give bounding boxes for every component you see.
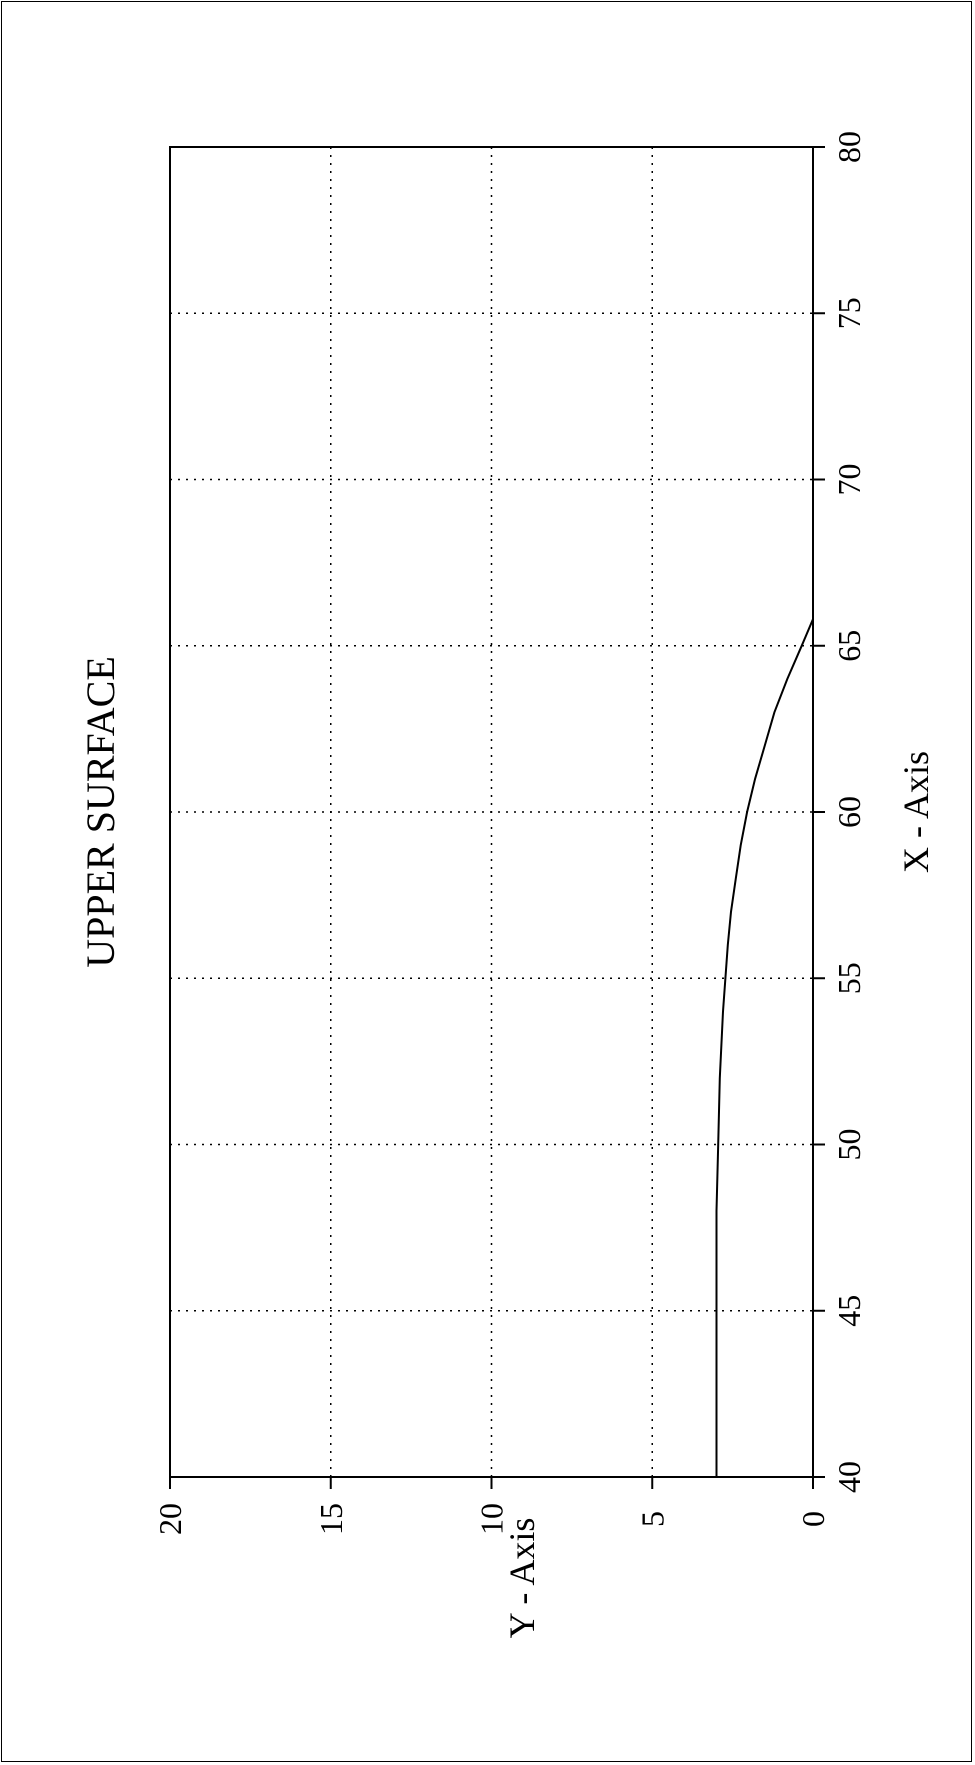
- x-tick-label: 75: [831, 297, 867, 329]
- chart-title: UPPER SURFACE: [78, 656, 123, 968]
- y-tick-label: 10: [474, 1503, 510, 1535]
- x-tick-label: 45: [831, 1295, 867, 1327]
- x-tick-label: 70: [831, 464, 867, 496]
- y-tick-label: 0: [795, 1511, 831, 1527]
- grid-lines: [170, 147, 813, 1477]
- x-tick-label: 40: [831, 1461, 867, 1493]
- y-tick-label: 20: [152, 1503, 188, 1535]
- y-tick-label: 5: [634, 1511, 670, 1527]
- tick-labels: 40 45 50 55 60 65 70 75 80 0 5 10 15 20: [152, 131, 867, 1535]
- series-line: [715, 618, 814, 1477]
- y-tick-label: 15: [313, 1503, 349, 1535]
- y-axis-label: Y - Axis: [502, 1518, 542, 1639]
- x-tick-label: 80: [831, 131, 867, 163]
- x-axis-label: X - Axis: [896, 751, 936, 873]
- x-tick-label: 60: [831, 796, 867, 828]
- x-tick-label: 65: [831, 630, 867, 662]
- series-layer: [715, 618, 814, 1477]
- x-tick-label: 55: [831, 962, 867, 994]
- x-tick-label: 50: [831, 1129, 867, 1161]
- axis-ticks: [169, 146, 825, 1489]
